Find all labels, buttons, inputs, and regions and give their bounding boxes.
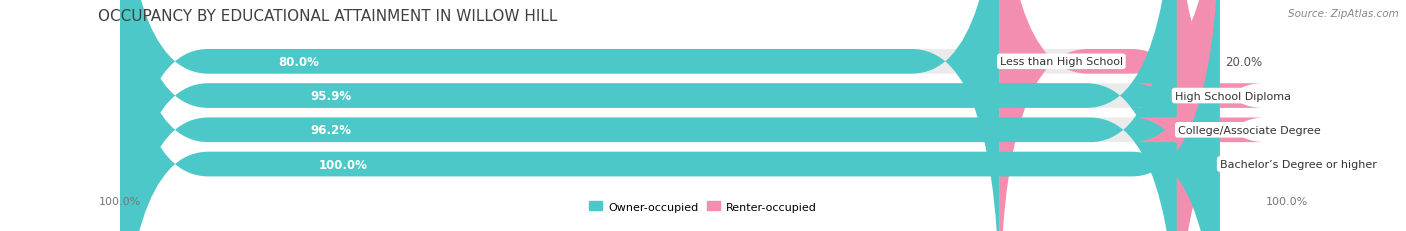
Text: 100.0%: 100.0% <box>1265 196 1308 206</box>
Text: 100.0%: 100.0% <box>318 158 367 171</box>
FancyBboxPatch shape <box>121 0 1219 231</box>
Text: Source: ZipAtlas.com: Source: ZipAtlas.com <box>1288 9 1399 19</box>
FancyBboxPatch shape <box>121 0 1219 231</box>
Text: Bachelor’s Degree or higher: Bachelor’s Degree or higher <box>1219 159 1376 169</box>
Text: 3.9%: 3.9% <box>1225 124 1256 137</box>
Text: High School Diploma: High School Diploma <box>1174 91 1291 101</box>
FancyBboxPatch shape <box>121 0 1174 231</box>
Text: 80.0%: 80.0% <box>278 56 319 69</box>
Text: 100.0%: 100.0% <box>98 196 141 206</box>
Text: OCCUPANCY BY EDUCATIONAL ATTAINMENT IN WILLOW HILL: OCCUPANCY BY EDUCATIONAL ATTAINMENT IN W… <box>98 9 558 24</box>
FancyBboxPatch shape <box>1132 0 1263 231</box>
FancyBboxPatch shape <box>121 0 1219 231</box>
FancyBboxPatch shape <box>1132 0 1265 231</box>
Legend: Owner-occupied, Renter-occupied: Owner-occupied, Renter-occupied <box>585 197 821 216</box>
Text: 20.0%: 20.0% <box>1225 56 1263 69</box>
Text: 4.1%: 4.1% <box>1225 90 1256 103</box>
FancyBboxPatch shape <box>121 0 1219 231</box>
FancyBboxPatch shape <box>121 0 1000 231</box>
FancyBboxPatch shape <box>121 0 1219 231</box>
Text: 95.9%: 95.9% <box>311 90 352 103</box>
Text: 0.0%: 0.0% <box>1225 158 1254 171</box>
FancyBboxPatch shape <box>121 0 1178 231</box>
Text: Less than High School: Less than High School <box>1000 57 1123 67</box>
Text: 96.2%: 96.2% <box>311 124 352 137</box>
FancyBboxPatch shape <box>1000 0 1219 231</box>
Text: College/Associate Degree: College/Associate Degree <box>1178 125 1320 135</box>
